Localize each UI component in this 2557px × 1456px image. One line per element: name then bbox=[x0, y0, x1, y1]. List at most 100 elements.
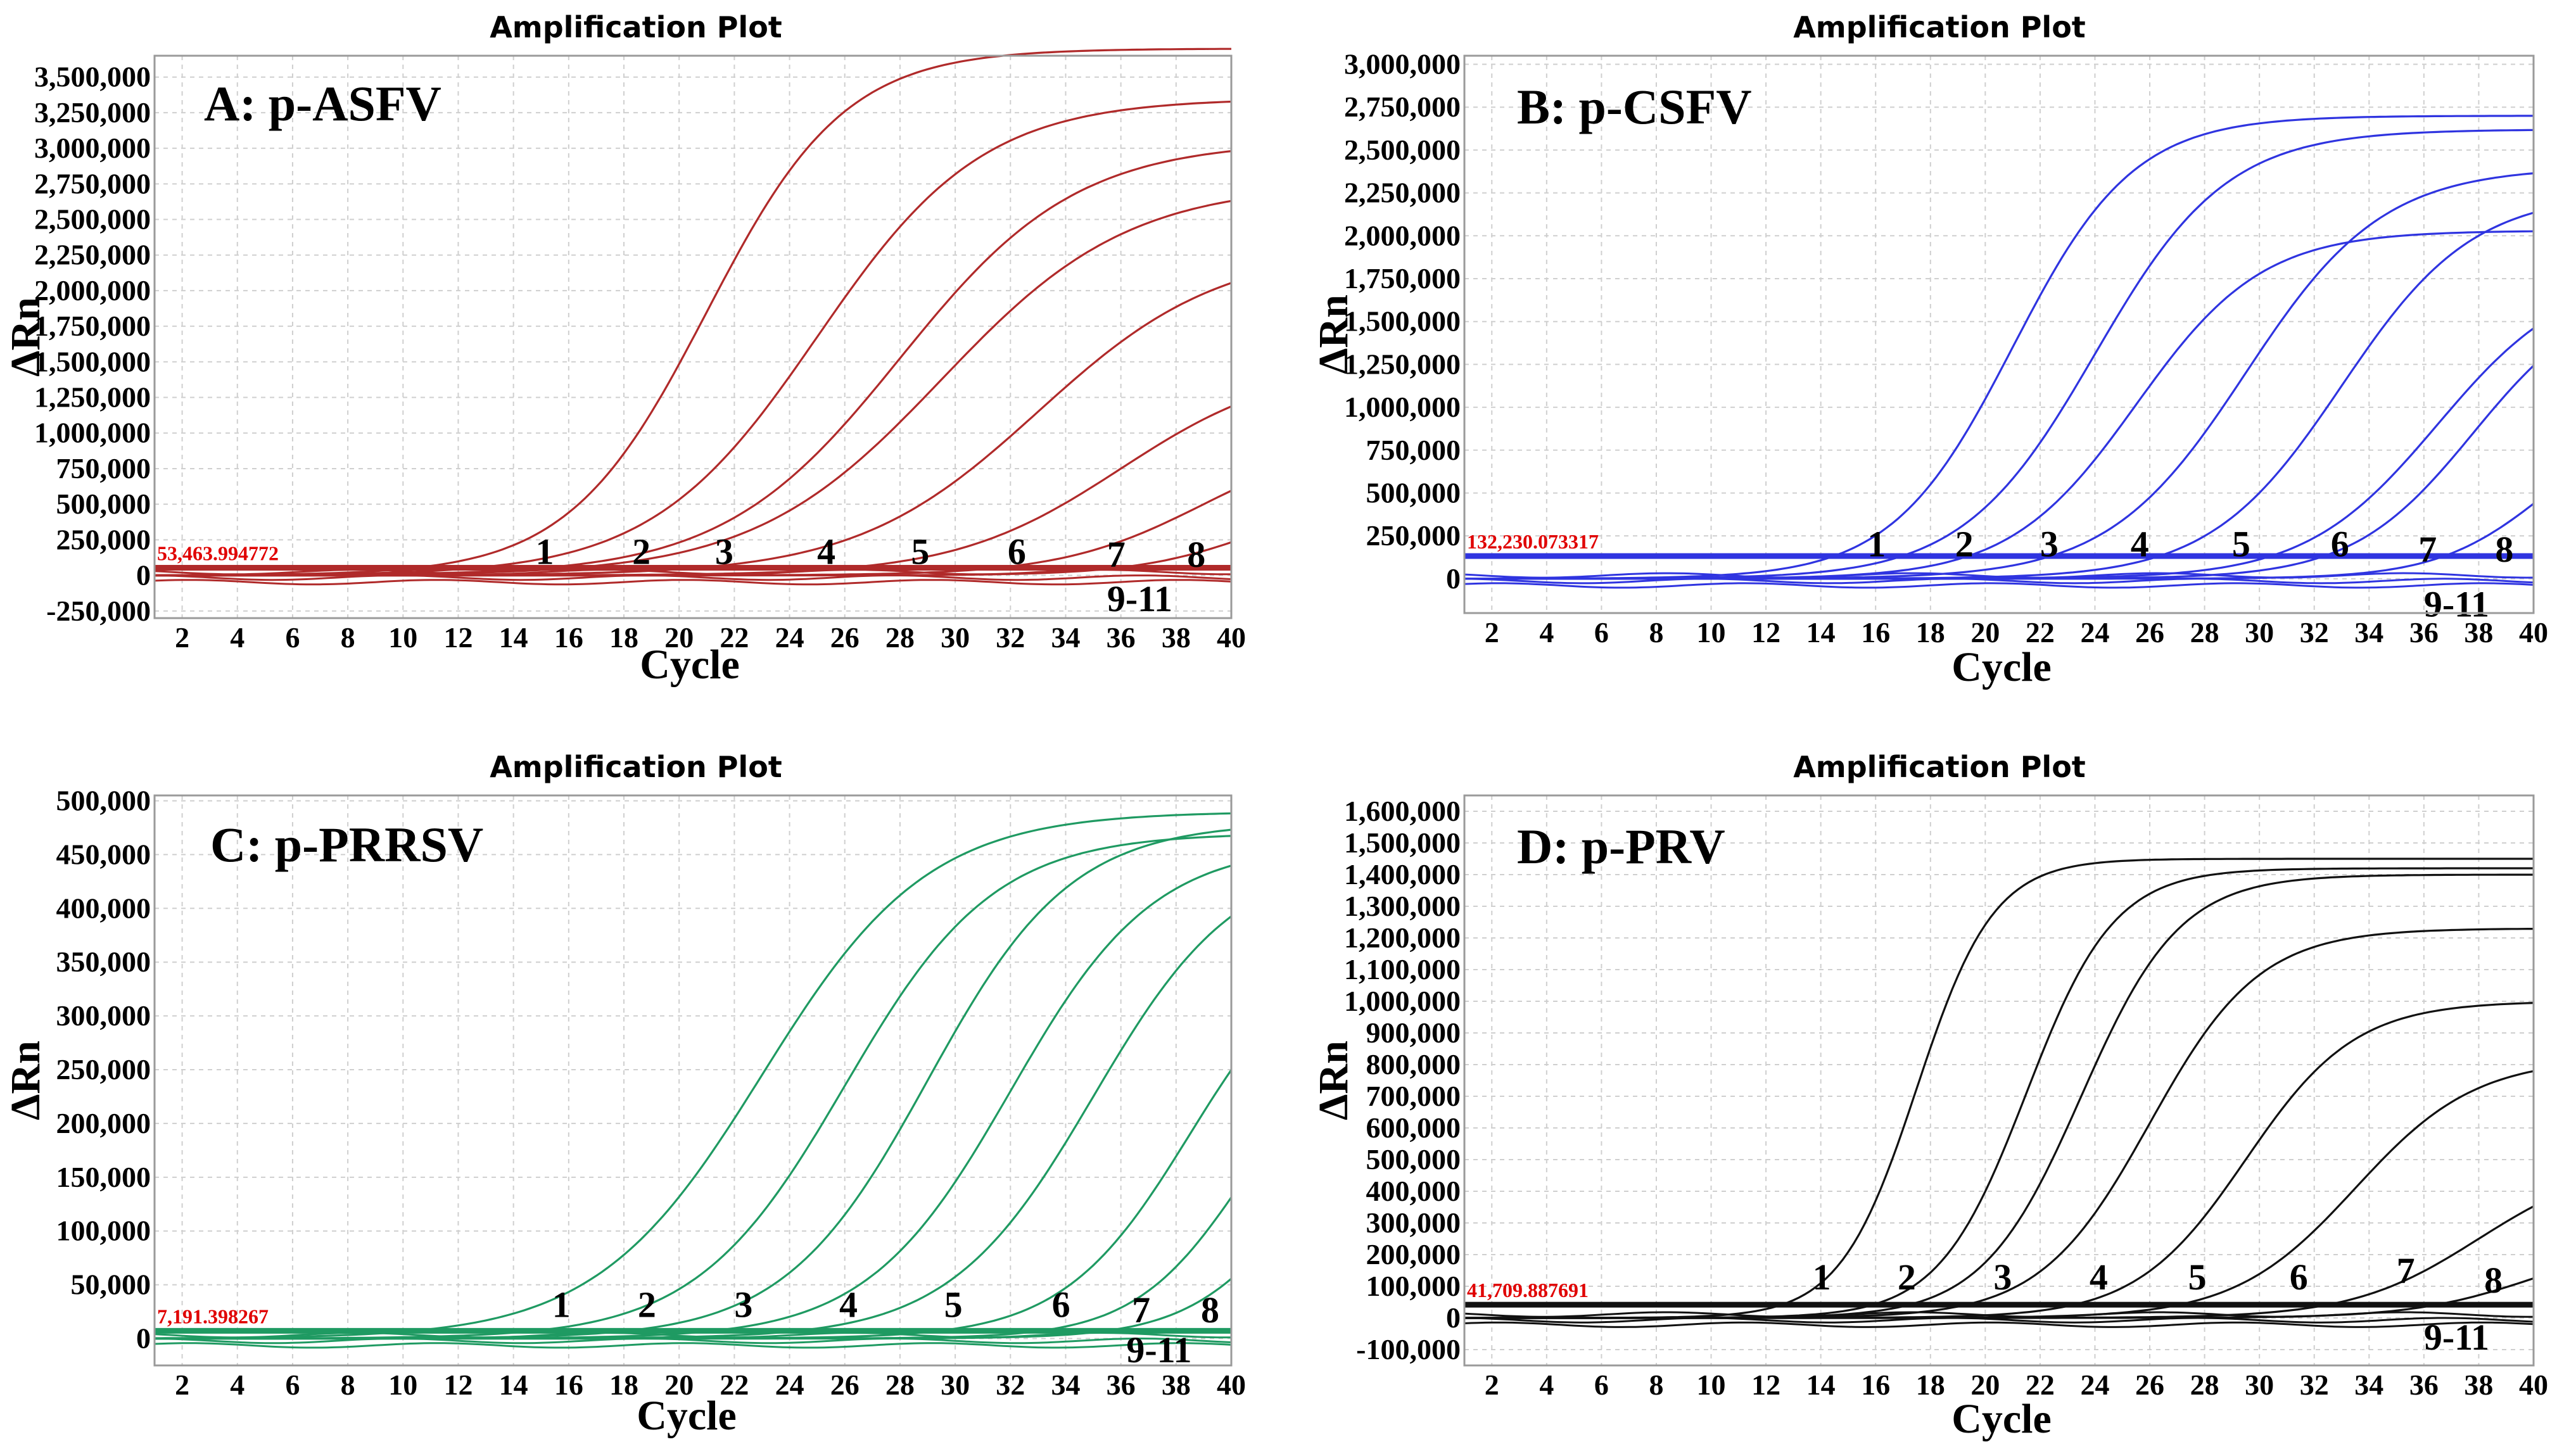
panel-c-x-tick-label: 22 bbox=[720, 1369, 749, 1401]
panel-d-x-tick-label: 16 bbox=[1861, 1369, 1890, 1401]
panel-d-curve-label: 2 bbox=[1898, 1257, 1916, 1298]
panel-d-x-tick-label: 12 bbox=[1751, 1369, 1780, 1401]
panel-c-x-tick-label: 26 bbox=[830, 1369, 860, 1401]
panel-b-amplification-curve-8 bbox=[1464, 503, 2534, 580]
panel-a-plot-frame bbox=[153, 54, 1233, 619]
panel-c-x-tick-label: 2 bbox=[175, 1369, 189, 1401]
panel-b-label: B: p-CSFV bbox=[1517, 79, 1752, 134]
panel-c-x-tick-label: 32 bbox=[996, 1369, 1025, 1401]
panel-d-amplification-curve-8 bbox=[1464, 1277, 2534, 1319]
panel-d-x-axis-title: Cycle bbox=[1951, 1396, 2052, 1442]
panel-d-x-tick-label: 36 bbox=[2409, 1369, 2439, 1401]
panel-a-y-tick-label: 2,500,000 bbox=[34, 203, 151, 236]
panel-c-x-tick-label: 24 bbox=[775, 1369, 804, 1401]
panel-b-x-tick-label: 14 bbox=[1806, 616, 1836, 649]
panel-b-x-tick-label: 26 bbox=[2135, 616, 2164, 649]
panel-c-y-tick-label: 450,000 bbox=[56, 838, 151, 870]
panel-a-x-tick-label: 4 bbox=[230, 621, 244, 654]
panel-a-x-tick-label: 40 bbox=[1217, 621, 1246, 654]
panel-b-y-tick-label: 2,250,000 bbox=[1344, 177, 1461, 209]
panel-d-x-tick-label: 20 bbox=[1970, 1369, 2000, 1401]
panel-a-y-tick-label: 1,250,000 bbox=[34, 381, 151, 414]
panel-a-x-tick-label: 14 bbox=[499, 621, 528, 654]
panel-c-x-tick-label: 20 bbox=[664, 1369, 694, 1401]
panel-b-x-tick-label: 10 bbox=[1697, 616, 1726, 649]
panel-c-x-tick-label: 6 bbox=[285, 1369, 300, 1401]
panel-d-x-tick-label: 28 bbox=[2190, 1369, 2219, 1401]
panel-d-x-tick-label: 30 bbox=[2245, 1369, 2274, 1401]
panel-a-baseline-curve bbox=[154, 574, 1232, 581]
panel-d-y-tick-label: 1,000,000 bbox=[1344, 985, 1461, 1017]
panel-b-curve-label: 3 bbox=[2040, 524, 2059, 565]
panel-d-y-tick-label: 400,000 bbox=[1366, 1175, 1461, 1207]
panel-c-plot-title: Amplification Plot bbox=[490, 750, 782, 784]
panel-d-curve-label: 5 bbox=[2188, 1257, 2207, 1298]
panel-c-amplification-curve-8 bbox=[155, 1277, 1233, 1340]
panel-d-x-tick-label: 40 bbox=[2519, 1369, 2548, 1401]
panel-c-amplification-curve-1 bbox=[155, 812, 1232, 1339]
panel-c-p-prrsv: Amplification Plot 7,191.398267 1 2 3 4 5 6 7 89… bbox=[3, 750, 1246, 1439]
panel-d-y-tick-label: 1,400,000 bbox=[1344, 858, 1461, 890]
panel-b-y-tick-label: 2,500,000 bbox=[1344, 134, 1461, 166]
panel-a-y-tick-label: 750,000 bbox=[56, 452, 151, 484]
panel-a-x-tick-label: 20 bbox=[664, 621, 694, 654]
panel-c-y-tick-label: 150,000 bbox=[56, 1161, 151, 1193]
panel-b-x-tick-label: 8 bbox=[1649, 616, 1663, 649]
panel-b-x-tick-label: 4 bbox=[1539, 616, 1554, 649]
panel-d-x-tick-label: 26 bbox=[2135, 1369, 2164, 1401]
panel-a-y-tick-label: 1,750,000 bbox=[34, 310, 151, 342]
panel-c-x-tick-label: 40 bbox=[1217, 1369, 1246, 1401]
panel-b-x-tick-label: 38 bbox=[2464, 616, 2493, 649]
panel-d-curve-label: 3 bbox=[1993, 1257, 2012, 1298]
panel-a-curve-label: 1 bbox=[536, 531, 554, 573]
panel-b-amplification-curve-2 bbox=[1464, 129, 2534, 580]
panel-c-y-tick-label: 200,000 bbox=[56, 1107, 151, 1139]
panel-c-curve-label: 4 bbox=[839, 1284, 858, 1326]
panel-b-y-tick-label: 750,000 bbox=[1366, 434, 1461, 466]
panel-c-x-tick-label: 38 bbox=[1162, 1369, 1191, 1401]
panel-c-x-axis-title: Cycle bbox=[637, 1393, 737, 1439]
panel-c-baseline-curve bbox=[154, 1337, 1232, 1345]
panel-b-x-tick-label: 18 bbox=[1916, 616, 1945, 649]
panel-a-plot-title: Amplification Plot bbox=[490, 10, 782, 44]
panel-b-y-tick-label: 1,250,000 bbox=[1344, 348, 1461, 380]
panel-b-curve-label: 4 bbox=[2131, 524, 2149, 565]
panel-d-x-tick-label: 8 bbox=[1649, 1369, 1663, 1401]
panel-b-curve-label: 2 bbox=[1955, 524, 1974, 565]
panel-b-x-tick-label: 2 bbox=[1485, 616, 1499, 649]
panel-b-x-tick-label: 6 bbox=[1594, 616, 1609, 649]
panel-a-y-tick-label: 250,000 bbox=[56, 523, 151, 555]
panel-c-curve-label: 6 bbox=[1052, 1284, 1070, 1326]
panel-c-y-axis-title: ΔRn bbox=[3, 1041, 49, 1120]
panel-d-y-tick-label: 1,200,000 bbox=[1344, 921, 1461, 954]
panel-b-y-tick-label: 1,000,000 bbox=[1344, 391, 1461, 423]
panel-c-curve-label: 3 bbox=[734, 1284, 752, 1326]
panel-c-x-tick-label: 8 bbox=[341, 1369, 355, 1401]
panel-c-x-tick-label: 14 bbox=[499, 1369, 528, 1401]
panel-d-threshold-label: 41,709.887691 bbox=[1467, 1279, 1589, 1301]
panel-c-x-tick-label: 18 bbox=[609, 1369, 638, 1401]
panel-d-label: D: p-PRV bbox=[1517, 819, 1725, 874]
panel-b-x-tick-label: 20 bbox=[1970, 616, 2000, 649]
panel-b-x-tick-label: 34 bbox=[2354, 616, 2383, 649]
panel-a-y-tick-label: 0 bbox=[136, 559, 151, 592]
panel-b-curve-label: 6 bbox=[2331, 524, 2349, 565]
panel-a-curve-label: 5 bbox=[911, 531, 929, 573]
panel-d-y-tick-label: 1,600,000 bbox=[1344, 795, 1461, 827]
panel-a-x-tick-label: 22 bbox=[720, 621, 749, 654]
panel-b-baseline-curve bbox=[1464, 582, 2534, 589]
panel-a-curve-label: 8 bbox=[1187, 534, 1205, 575]
panel-c-curve-label: 5 bbox=[944, 1284, 963, 1326]
panel-d-x-tick-label: 22 bbox=[2026, 1369, 2055, 1401]
panel-a-y-tick-label: 2,750,000 bbox=[34, 167, 151, 199]
panel-c-curve-label: 7 bbox=[1132, 1289, 1150, 1331]
panel-a-curve-label: 3 bbox=[715, 531, 733, 573]
panel-a-curve-label: 7 bbox=[1107, 534, 1126, 575]
panel-a-label: A: p-ASFV bbox=[204, 76, 441, 131]
panel-b-x-axis-title: Cycle bbox=[1951, 644, 2052, 690]
panel-d-y-tick-label: 500,000 bbox=[1366, 1143, 1461, 1175]
panel-c-amplification-curve-3 bbox=[155, 828, 1232, 1340]
panel-b-x-tick-label: 12 bbox=[1751, 616, 1780, 649]
panel-a-threshold-label: 53,463.994772 bbox=[157, 542, 279, 565]
panel-c-curve-label: 1 bbox=[552, 1284, 571, 1326]
